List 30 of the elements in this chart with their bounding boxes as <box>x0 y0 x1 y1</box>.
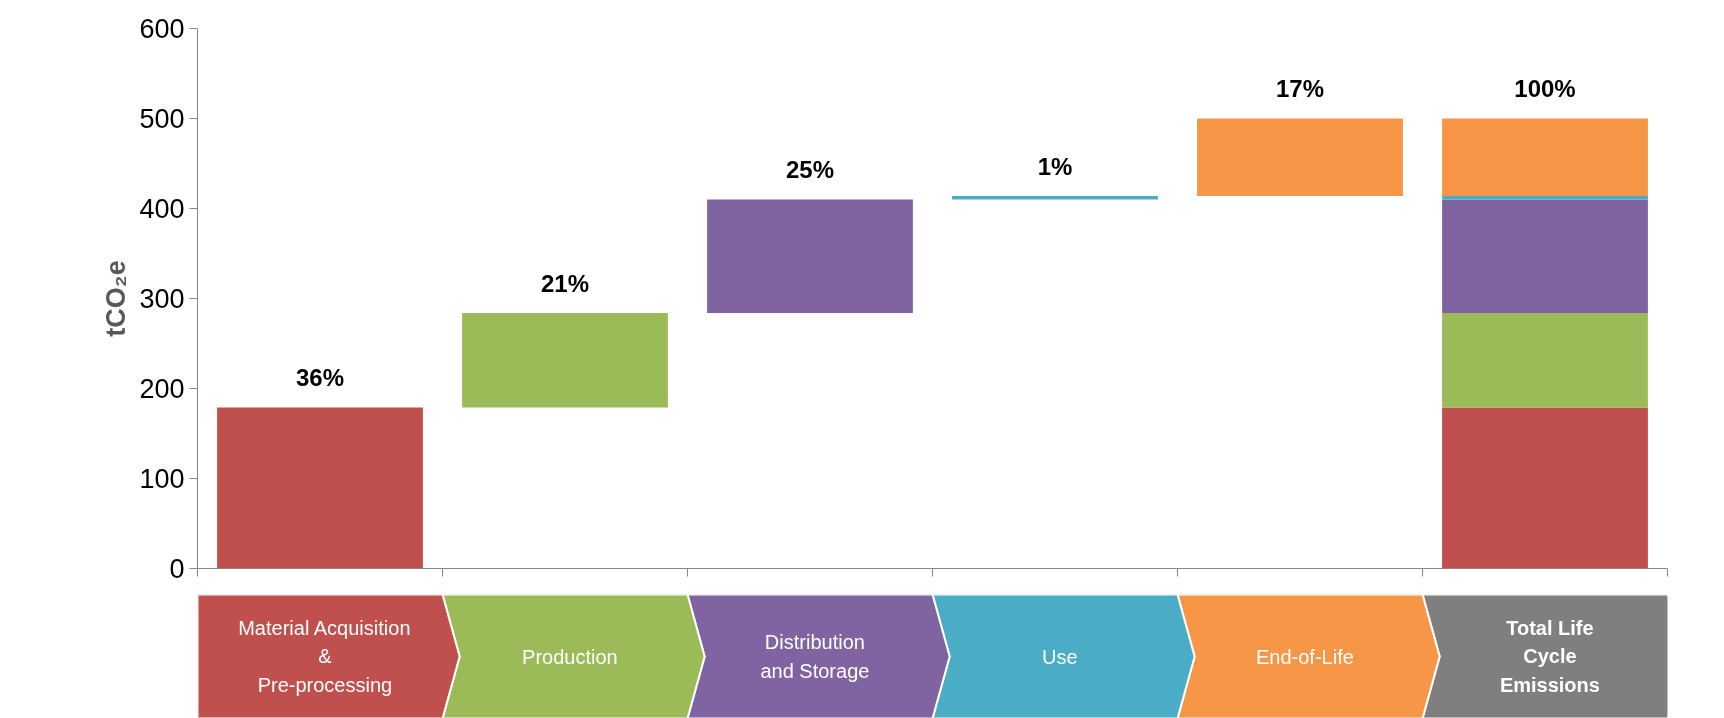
bar <box>952 195 1158 200</box>
y-tick-label: 100 <box>139 464 185 494</box>
y-tick-label: 0 <box>169 554 185 584</box>
bar <box>1442 312 1648 408</box>
x-tick-label: Use <box>1042 645 1078 668</box>
annotation: 100% <box>1514 75 1576 103</box>
y-tick-label: 500 <box>139 104 185 134</box>
bar <box>707 199 913 313</box>
y-tick-label: 200 <box>139 374 185 404</box>
y-tick-label: 300 <box>139 284 185 314</box>
x-tick-label: End-of-Life <box>1255 645 1354 668</box>
annotation: 25% <box>785 156 835 184</box>
y-axis-title: tCO₂e <box>101 260 132 337</box>
bar <box>1442 118 1648 196</box>
bar <box>1442 199 1648 313</box>
bar <box>462 312 668 408</box>
annotation: 17% <box>1275 75 1325 103</box>
x-tick-label: Distribution and Storage <box>760 631 870 682</box>
x-tick-label: Production <box>522 645 618 668</box>
annotation: 1% <box>1037 152 1073 180</box>
y-tick-label: 600 <box>139 14 185 44</box>
x-tick-label: Total Life Cycle Emissions <box>1499 616 1600 697</box>
x-tick-label: Material Acquisition & Pre-processing <box>238 616 411 697</box>
bar <box>1442 195 1648 200</box>
annotation: 36% <box>295 364 345 392</box>
bar <box>217 407 423 569</box>
bar <box>1197 118 1403 196</box>
bar <box>1442 407 1648 569</box>
y-tick-label: 400 <box>139 194 185 224</box>
annotation: 21% <box>540 269 590 297</box>
